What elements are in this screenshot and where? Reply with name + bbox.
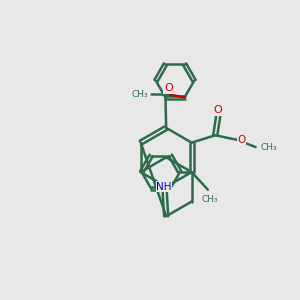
- Text: NH: NH: [156, 182, 172, 192]
- Text: CH₃: CH₃: [201, 195, 218, 204]
- Text: CH₃: CH₃: [261, 142, 278, 152]
- Text: O: O: [238, 135, 246, 145]
- Text: O: O: [214, 105, 223, 115]
- Text: O: O: [164, 83, 173, 93]
- Text: CH₃: CH₃: [132, 90, 148, 99]
- Text: O: O: [160, 182, 169, 192]
